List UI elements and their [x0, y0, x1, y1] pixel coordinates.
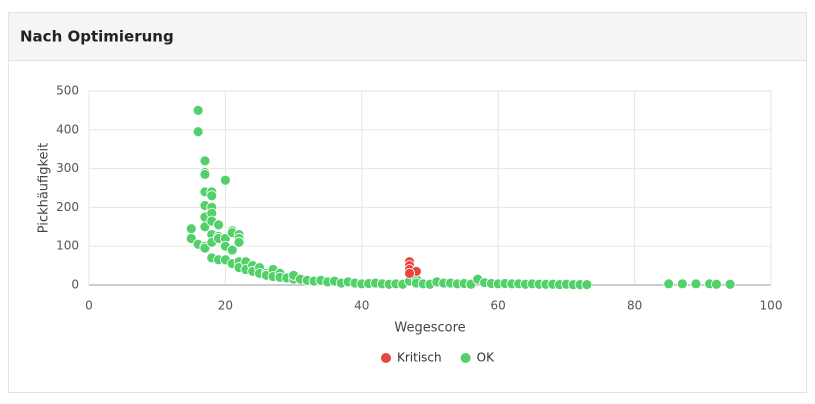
x-tick-label: 100	[760, 299, 783, 313]
point	[690, 278, 702, 290]
point	[233, 236, 245, 248]
point	[192, 105, 204, 116]
legend-label: OK	[477, 351, 495, 365]
y-tick-label: 0	[71, 278, 79, 292]
point	[581, 279, 593, 291]
point	[676, 278, 688, 290]
x-tick-label: 0	[85, 299, 93, 313]
y-tick-label: 100	[56, 239, 79, 253]
point	[213, 219, 224, 231]
y-tick-label: 500	[56, 84, 79, 98]
point	[192, 126, 204, 138]
point	[185, 223, 197, 235]
chart-title: Nach Optimierung	[20, 28, 174, 46]
card	[8, 12, 807, 393]
point	[199, 155, 211, 167]
point	[199, 221, 211, 233]
legend-marker	[460, 353, 471, 363]
point	[711, 278, 722, 290]
point	[724, 278, 736, 290]
point	[219, 174, 231, 186]
point	[185, 233, 197, 244]
y-tick-label: 200	[56, 200, 79, 214]
card-header	[9, 13, 806, 60]
point	[663, 278, 675, 290]
y-tick-label: 400	[56, 122, 79, 136]
legend-marker	[381, 353, 391, 363]
point	[226, 244, 238, 256]
point	[404, 267, 415, 279]
x-tick-label: 80	[627, 299, 642, 313]
y-tick-label: 300	[56, 161, 79, 175]
x-axis-label: Wegescore	[394, 321, 465, 336]
point	[206, 190, 218, 202]
y-axis-label: Pickhäufigkeit	[37, 143, 52, 234]
legend-label: Kritisch	[397, 351, 442, 365]
x-tick-label: 40	[354, 299, 369, 313]
x-tick-label: 60	[491, 299, 506, 313]
point	[199, 169, 211, 180]
x-tick-label: 20	[218, 299, 233, 313]
point	[199, 242, 211, 254]
